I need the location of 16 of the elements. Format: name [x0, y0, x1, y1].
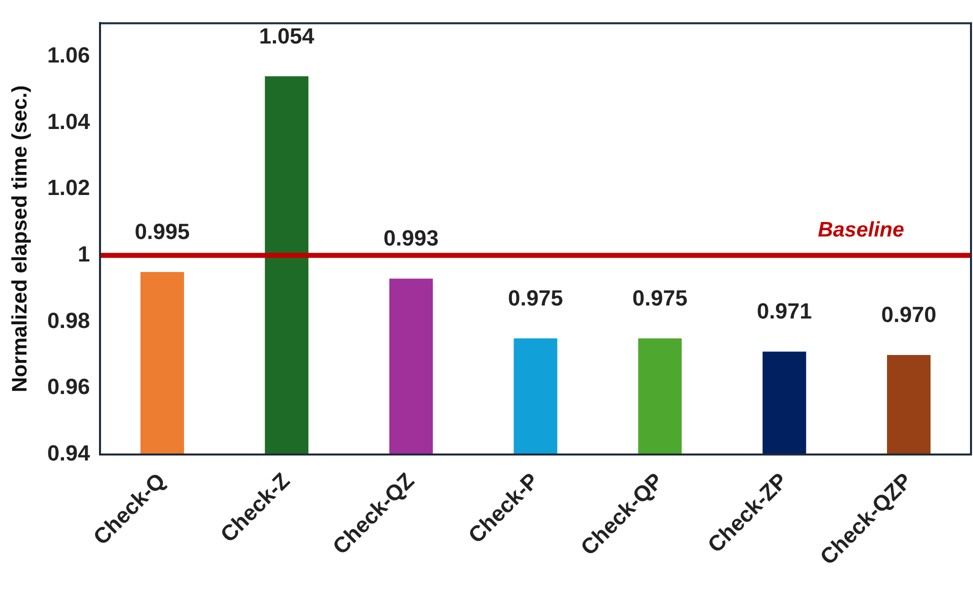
data-label: 0.995: [134, 219, 190, 244]
y-tick-label: 0.96: [47, 374, 90, 400]
y-tick-label: 1.04: [47, 108, 91, 134]
data-label: 0.970: [881, 302, 936, 328]
data-label: 0.975: [508, 285, 564, 310]
y-tick-label: 0.98: [47, 308, 90, 333]
y-tick-label: 1.02: [47, 175, 90, 200]
y-axis-title: Normalized elapsed time (sec.): [8, 85, 32, 392]
data-label: 0.975: [632, 285, 688, 310]
ref-line-label: Baseline: [818, 218, 905, 242]
y-tick-label: 1: [78, 241, 90, 266]
y-tick-label: 0.94: [47, 440, 91, 466]
data-label: 0.993: [384, 226, 439, 251]
y-tick-label: 1.06: [47, 42, 90, 68]
data-label: 1.054: [259, 23, 315, 48]
data-label: 0.971: [756, 298, 812, 324]
